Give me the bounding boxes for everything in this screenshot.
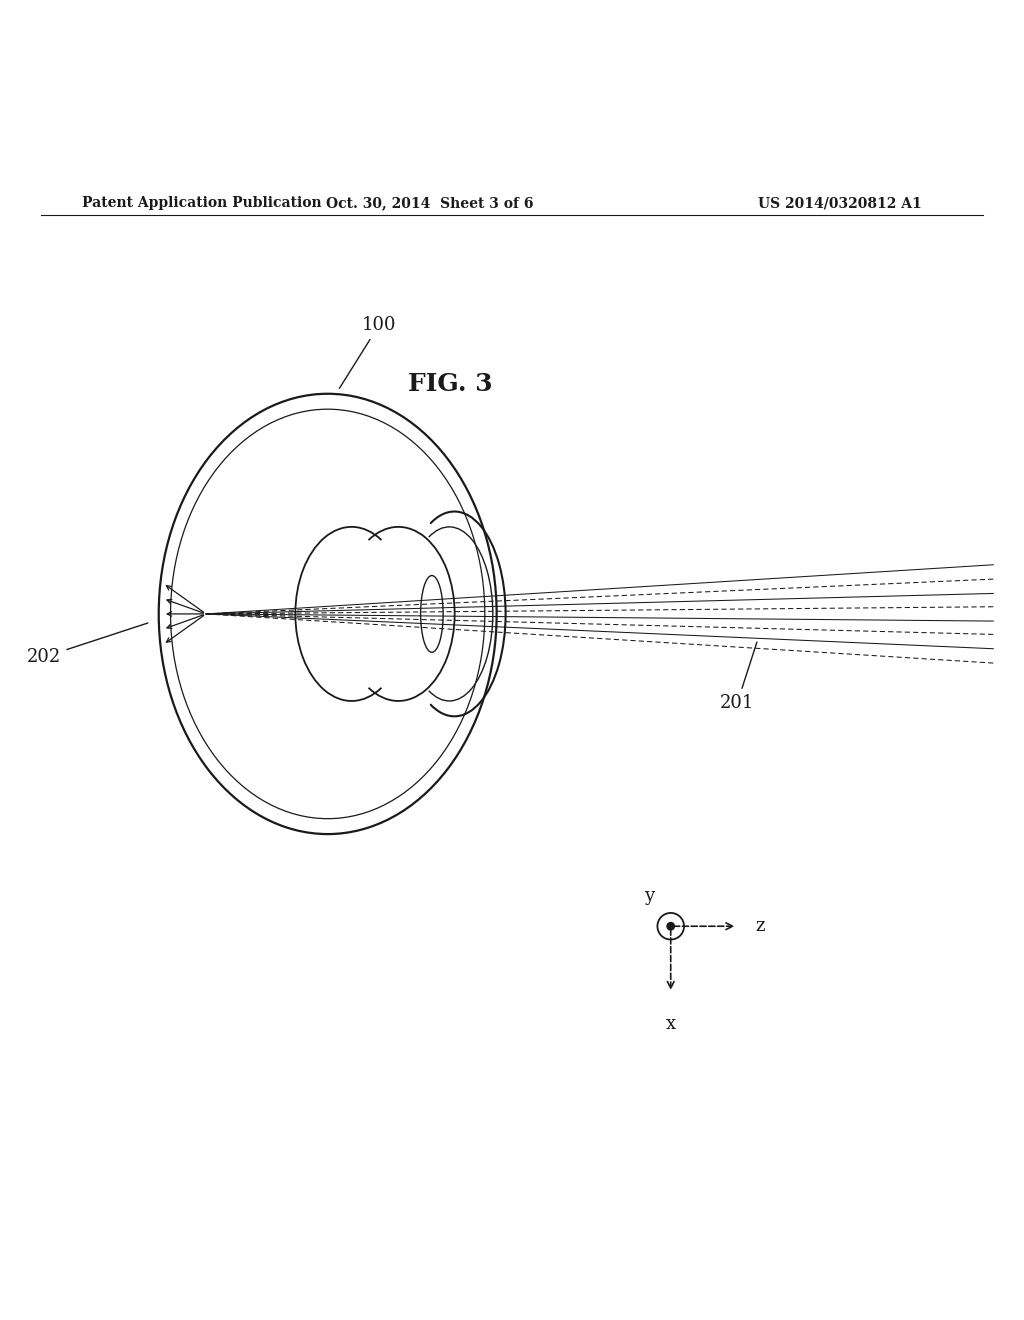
Text: Patent Application Publication: Patent Application Publication — [82, 197, 322, 210]
Circle shape — [667, 923, 675, 931]
Text: x: x — [666, 1015, 676, 1034]
Text: 202: 202 — [28, 623, 147, 665]
Text: 100: 100 — [339, 317, 396, 388]
Text: FIG. 3: FIG. 3 — [409, 371, 493, 396]
Text: US 2014/0320812 A1: US 2014/0320812 A1 — [758, 197, 922, 210]
Text: z: z — [756, 917, 765, 936]
Text: Oct. 30, 2014  Sheet 3 of 6: Oct. 30, 2014 Sheet 3 of 6 — [327, 197, 534, 210]
Text: 201: 201 — [720, 642, 757, 711]
Text: y: y — [644, 887, 654, 904]
